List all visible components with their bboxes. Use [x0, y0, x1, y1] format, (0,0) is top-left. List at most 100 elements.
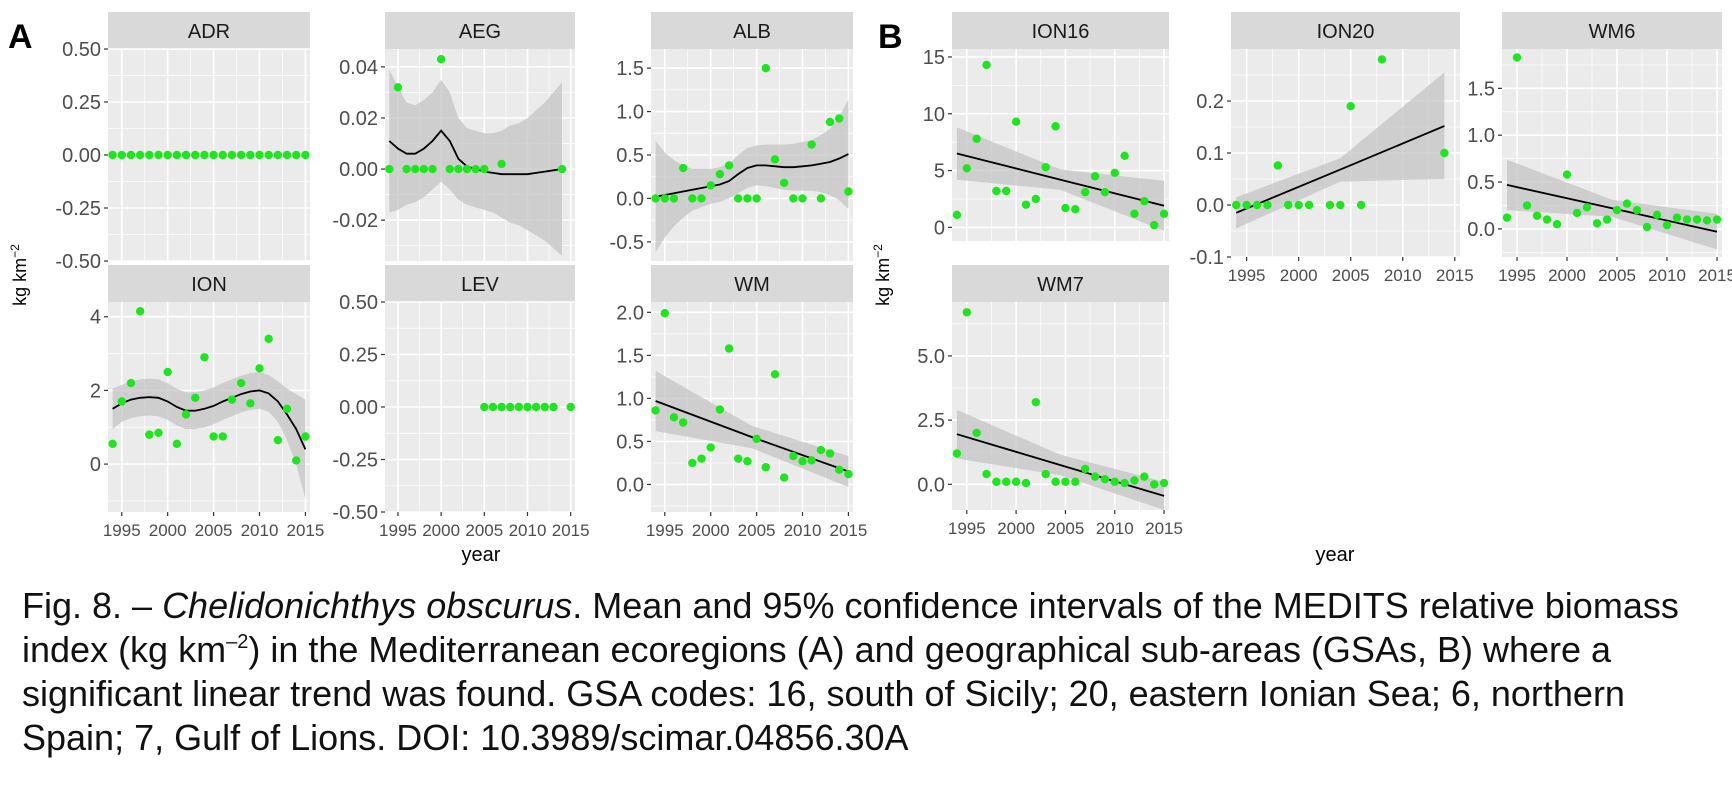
data-point	[1692, 215, 1702, 224]
y-tick-label: 0.0	[616, 188, 644, 210]
data-point	[236, 378, 246, 388]
x-tick-label: 1995	[1228, 266, 1266, 285]
data-point	[1242, 200, 1251, 210]
data-point	[789, 451, 798, 461]
y-tick-label: 0.0	[917, 474, 945, 496]
data-point	[108, 150, 117, 160]
trend-line	[1235, 125, 1445, 214]
data-point	[301, 150, 310, 160]
data-point	[678, 163, 688, 173]
data-point	[1071, 477, 1080, 486]
data-point	[715, 169, 725, 179]
facet-strip	[1502, 12, 1722, 49]
data-point	[1080, 187, 1090, 197]
data-point	[789, 194, 798, 203]
y-tick-label: 0.5	[616, 145, 644, 167]
data-point	[660, 308, 669, 318]
data-point	[1440, 148, 1449, 158]
data-point	[445, 164, 454, 174]
x-tick-label: 2010	[1384, 266, 1422, 285]
data-point	[471, 164, 480, 174]
data-point	[770, 155, 780, 164]
data-point	[1150, 220, 1159, 230]
data-point	[1377, 55, 1387, 64]
y-tick-label: 0.50	[62, 39, 101, 61]
data-point	[514, 402, 524, 412]
facet-strip	[385, 12, 575, 49]
facet-title: WM7	[1037, 274, 1084, 296]
x-tick-label: 1995	[948, 519, 986, 538]
data-point	[1120, 478, 1129, 488]
data-point	[962, 164, 971, 173]
data-point	[402, 164, 411, 174]
y-tick-label: 4	[90, 307, 101, 329]
data-point	[292, 150, 301, 160]
data-point	[531, 402, 541, 412]
data-point	[1090, 172, 1100, 181]
data-point	[566, 402, 575, 412]
y-tick-label: 0.25	[339, 345, 378, 367]
data-point	[1071, 204, 1080, 214]
facet-strip	[108, 12, 310, 49]
y-tick-label: 0	[90, 454, 101, 476]
facet-lev: LEV -0.50 -0.25 0.00 0.25 0.50 1995 2000 2005 201…	[332, 265, 590, 540]
data-point	[126, 378, 136, 388]
data-point	[419, 164, 429, 174]
data-point	[480, 164, 489, 174]
data-point	[1061, 477, 1070, 486]
confidence-ribbon	[112, 372, 306, 500]
data-point	[480, 402, 489, 412]
x-tick-label: 2000	[997, 519, 1035, 538]
y-tick-label: -0.02	[332, 210, 378, 232]
facet-title: ADR	[188, 21, 230, 43]
data-point	[540, 402, 549, 412]
x-tick-label: 1995	[1498, 266, 1536, 285]
x-tick-label: 2010	[1648, 266, 1686, 285]
y-axis-label-a-sup: −2	[8, 244, 22, 258]
data-point	[1051, 477, 1060, 486]
facet-strip	[385, 265, 575, 302]
data-point	[181, 150, 191, 160]
data-point	[706, 181, 715, 190]
data-point	[1140, 472, 1149, 481]
x-tick-label: 2015	[1145, 519, 1183, 538]
x-tick-label: 2005	[738, 521, 776, 540]
y-tick-label: 0.0	[1196, 195, 1224, 217]
data-point	[191, 393, 200, 402]
x-tick-label: 2000	[422, 521, 460, 540]
x-tick-label: 2015	[286, 521, 324, 540]
data-point	[264, 334, 273, 344]
facet-title: LEV	[461, 274, 499, 296]
facet-wm: WM 0.0 0.5 1.0 1.5 2.0 1995 2000 2005 2010 2015	[616, 265, 867, 540]
data-point	[952, 449, 962, 458]
data-point	[1672, 213, 1682, 222]
data-point	[393, 83, 403, 92]
facet-wm7: WM7 0.0 2.5 5.0 1995 2000 2005 2010 2015	[917, 265, 1183, 538]
confidence-ribbon	[389, 69, 562, 256]
facet-panels: ADR-0.50-0.250.000.250.50AEG-0.020.000.0…	[55, 12, 1732, 540]
data-point	[724, 344, 734, 353]
data-point	[273, 150, 283, 160]
data-point	[651, 194, 660, 203]
facet-ion: ION 0 2 4 1995 2000 2005 2010 2015	[90, 265, 324, 540]
data-point	[825, 449, 835, 458]
facet-title: WM	[734, 274, 770, 296]
data-point	[1284, 200, 1293, 210]
data-point	[154, 150, 163, 160]
y-tick-label: 2.5	[917, 410, 945, 432]
data-point	[282, 150, 292, 160]
y-tick-label: 1.5	[616, 58, 644, 80]
data-point	[1031, 397, 1041, 407]
data-point	[798, 194, 807, 203]
data-point	[807, 456, 816, 465]
data-point	[835, 465, 844, 475]
data-point	[227, 150, 237, 160]
data-point	[1130, 476, 1139, 485]
data-point	[1090, 472, 1100, 481]
data-point	[1502, 213, 1512, 222]
data-point	[1522, 201, 1532, 210]
data-point	[1080, 464, 1090, 474]
data-point	[135, 150, 145, 160]
data-point	[1582, 203, 1592, 212]
y-tick-label: -0.1	[1190, 247, 1224, 269]
